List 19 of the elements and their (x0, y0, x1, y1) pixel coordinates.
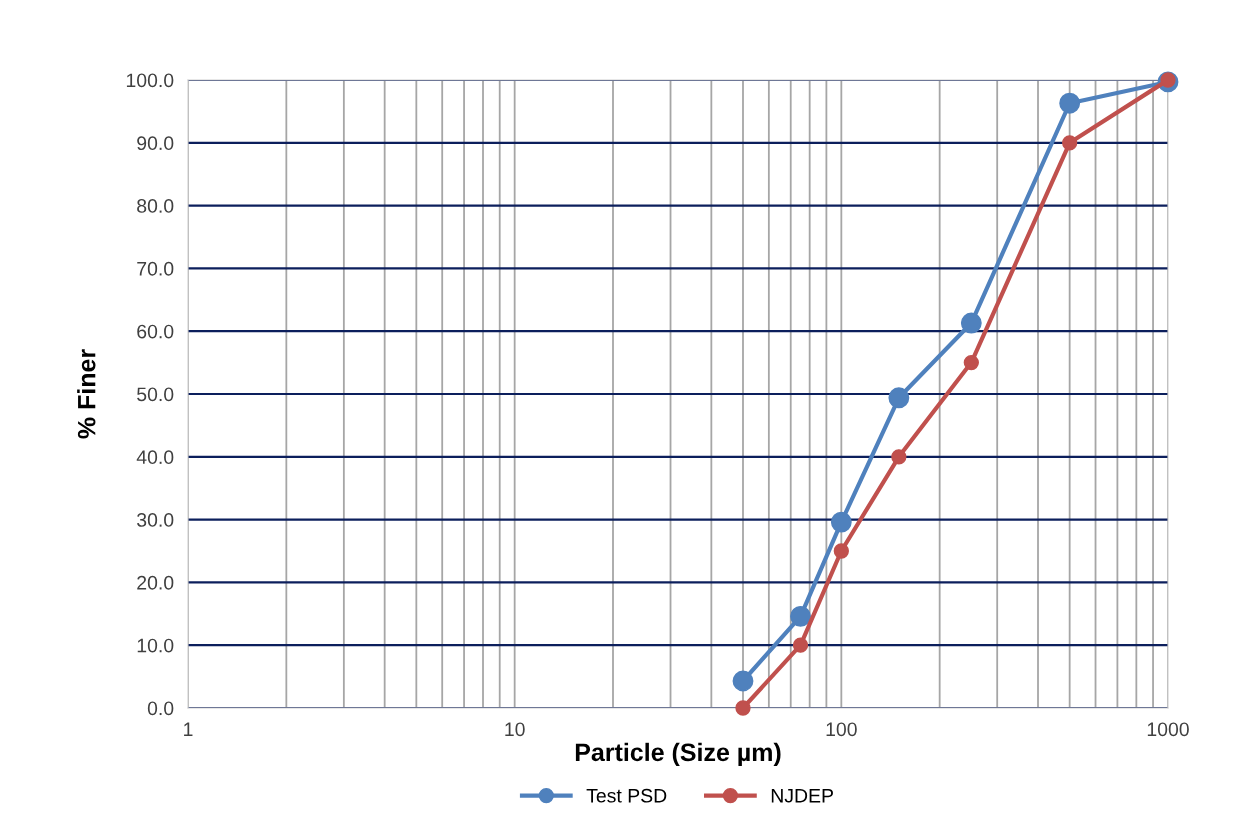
y-tick-label: 70.0 (137, 261, 174, 276)
y-tick-label: 50.0 (137, 387, 174, 402)
x-tick-label: 10 (505, 722, 525, 737)
x-tick-label: 1 (184, 722, 193, 736)
y-tick-label: 90.0 (137, 136, 174, 151)
y-tick-label: 10.0 (137, 638, 174, 653)
x-tick-label: 1000 (1147, 722, 1189, 737)
y-tick-label: 30.0 (137, 513, 174, 527)
legend-label: Test PSD (586, 788, 667, 803)
legend-label: NJDEP (771, 789, 833, 803)
x-axis-title: Particle (Size µm) (575, 742, 781, 767)
y-tick-label: 40.0 (136, 450, 174, 465)
y-tick-label: 100.0 (126, 73, 174, 88)
y-tick-label: 0.0 (147, 701, 174, 716)
y-tick-label: 20.0 (137, 575, 174, 590)
y-tick-label: 80.0 (137, 199, 174, 213)
y-tick-label: 60.0 (137, 324, 174, 339)
y-axis-title: % Finer (77, 349, 96, 439)
x-tick-label: 100 (826, 722, 857, 737)
